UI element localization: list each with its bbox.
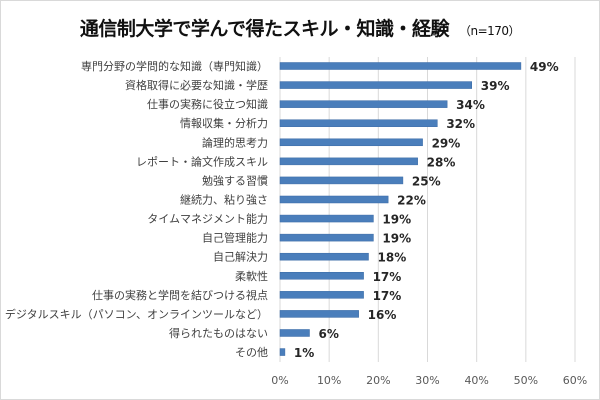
bar bbox=[279, 310, 359, 318]
data-label: 17% bbox=[373, 270, 402, 284]
bar bbox=[279, 214, 374, 223]
category-label: 専門分野の学問的な知識（専門知識） bbox=[81, 59, 268, 73]
bar bbox=[279, 348, 286, 356]
category-label: 勉強する習慣 bbox=[202, 173, 268, 187]
data-label: 34% bbox=[456, 98, 485, 112]
bar bbox=[279, 157, 418, 166]
bar bbox=[279, 81, 472, 89]
bar bbox=[279, 119, 438, 127]
category-label: 仕事の実務と学問を結びつける視点 bbox=[92, 288, 268, 302]
category-label: 自己解決力 bbox=[213, 250, 268, 264]
x-tick-label: 30% bbox=[415, 374, 439, 387]
bar bbox=[279, 62, 522, 70]
data-label: 6% bbox=[319, 327, 339, 341]
data-label: 28% bbox=[427, 155, 456, 169]
bar bbox=[279, 233, 374, 242]
category-label: レポート・論文作成スキル bbox=[136, 154, 268, 168]
category-label: 柔軟性 bbox=[235, 269, 268, 283]
bar bbox=[279, 291, 364, 299]
bar bbox=[279, 329, 310, 337]
category-label: 自己管理能力 bbox=[202, 231, 268, 245]
data-label: 49% bbox=[530, 60, 559, 74]
bar bbox=[279, 272, 364, 280]
x-tick-label: 40% bbox=[464, 374, 488, 387]
category-label: 継続力、粘り強さ bbox=[180, 192, 268, 206]
category-label: 情報収集・分析力 bbox=[180, 116, 268, 130]
x-tick-label: 60% bbox=[563, 374, 587, 387]
category-label: タイムマネジメント能力 bbox=[147, 212, 268, 226]
category-label: 論理的思考力 bbox=[202, 135, 268, 149]
x-tick-label: 0% bbox=[271, 374, 288, 387]
data-label: 29% bbox=[432, 136, 461, 150]
data-label: 16% bbox=[368, 308, 397, 322]
data-label: 19% bbox=[382, 213, 411, 227]
title-text: 通信制大学で学んで得たスキル・知識・経験 bbox=[79, 18, 450, 40]
sample-size: （n=170） bbox=[458, 24, 521, 38]
data-label: 17% bbox=[373, 289, 402, 303]
x-tick-label: 50% bbox=[514, 374, 538, 387]
data-label: 1% bbox=[294, 346, 314, 360]
bar bbox=[279, 195, 389, 204]
data-label: 32% bbox=[446, 117, 475, 131]
data-label: 18% bbox=[378, 251, 407, 265]
data-label: 39% bbox=[481, 79, 510, 93]
bar bbox=[279, 252, 369, 261]
bar bbox=[279, 138, 423, 147]
data-label: 22% bbox=[397, 193, 426, 207]
bar bbox=[279, 176, 404, 185]
category-label: その他 bbox=[235, 346, 268, 359]
chart-title: 通信制大学で学んで得たスキル・知識・経験 （n=170） bbox=[0, 14, 600, 41]
x-tick-label: 10% bbox=[317, 374, 341, 387]
bar bbox=[279, 100, 448, 108]
category-label: デジタルスキル（パソコン、オンラインツールなど） bbox=[5, 307, 268, 321]
category-label: 仕事の実務に役立つ知識 bbox=[147, 97, 268, 111]
data-label: 19% bbox=[382, 232, 411, 246]
data-label: 25% bbox=[412, 174, 441, 188]
category-label: 得られたものはない bbox=[169, 327, 268, 340]
x-tick-label: 20% bbox=[366, 374, 390, 387]
category-label: 資格取得に必要な知識・学歴 bbox=[125, 78, 268, 92]
